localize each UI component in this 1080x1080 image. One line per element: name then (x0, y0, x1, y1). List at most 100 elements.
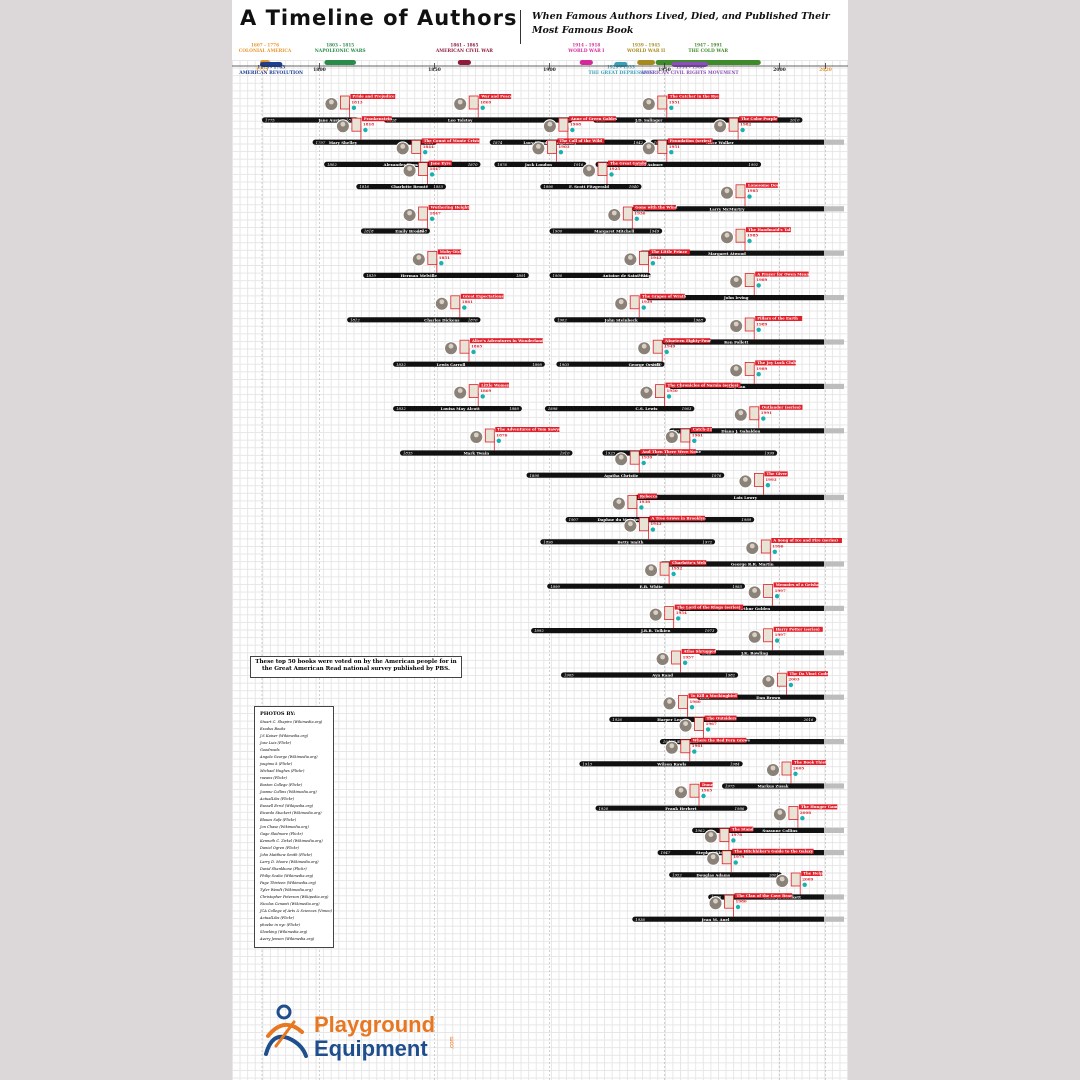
author-entry (540, 160, 647, 190)
died-year: 1942 (633, 140, 643, 145)
book-cover (622, 206, 633, 221)
born-year: 1835 (403, 451, 413, 456)
author-entry (531, 604, 744, 634)
pbs-badge (480, 105, 485, 111)
book-cover (744, 361, 755, 376)
pbs-badge (774, 594, 780, 599)
publication-year: 2009 (802, 876, 813, 881)
era-range: 1947 - 1991 (694, 43, 722, 48)
credits-list: Stuart C. Shapiro (Wikimedia.org) Exodus … (260, 719, 332, 943)
died-year: 1989 (742, 517, 752, 522)
book-title-tag (637, 493, 657, 499)
book-title-tag (729, 826, 754, 832)
credit-item: Ricardo Stuckert (Wikimedia.org) (260, 811, 322, 815)
book-title: Little Women (481, 382, 510, 387)
publication-year: 1876 (496, 432, 507, 437)
pbs-badge (496, 438, 501, 443)
book-title-tag (428, 160, 452, 166)
credit-item: Goodreads (260, 748, 280, 752)
book-title: Anne of Green Gables (570, 116, 617, 121)
author-photo-face (641, 343, 647, 349)
author-name: Alexander Dumas (383, 162, 423, 167)
author-photo-face (473, 432, 479, 438)
author-photo-face (340, 121, 346, 127)
book-title-tag (801, 871, 823, 876)
publication-year: 1978 (731, 832, 742, 837)
lifespan-bar (531, 628, 718, 634)
died-year: 1898 (532, 362, 542, 367)
born-year: 1874 (493, 140, 503, 145)
pbs-badge (756, 283, 761, 288)
book-title-tag (608, 160, 647, 166)
died-year: 1910 (560, 451, 570, 456)
credit-item: Avery Jensen (Wikimedia.org) (260, 937, 315, 941)
author-name: Mark Twain (464, 451, 490, 456)
book-cover (597, 162, 608, 177)
pbs-badge (641, 305, 646, 310)
author-photo-face (644, 388, 649, 393)
credit-item: Michael Hughes (Flickr) (260, 769, 305, 773)
died-year: 1986 (735, 806, 745, 811)
author-entry (400, 427, 573, 456)
lifespan-bar (400, 450, 573, 456)
lifespan-bar (579, 761, 743, 767)
lifespan-bar (363, 272, 529, 278)
died-year: 1855 (433, 184, 443, 189)
pbs-badge (609, 172, 614, 177)
tick-label: 1800 (313, 67, 326, 73)
credit-item: Slowking (Wikimedia.org) (260, 930, 308, 934)
era-range: 1775 - 1783 (257, 65, 285, 70)
born-year: 1802 (327, 162, 337, 167)
book-title-tag (557, 138, 605, 144)
born-year: 1900 (553, 273, 563, 278)
author-photo-face (407, 210, 412, 216)
publication-year: 1869 (480, 99, 491, 104)
died-year: 2010 (789, 118, 800, 123)
pbs-badge (705, 727, 711, 732)
book-cover (744, 317, 755, 332)
author-photo-face (733, 277, 739, 282)
author-photo-face (628, 521, 633, 527)
book-title-tag (746, 182, 778, 188)
logo-word-equipment: Equipment (314, 1036, 428, 1061)
author-photo-face (448, 343, 454, 349)
author-photo-face (669, 432, 675, 438)
lifespan-bar (646, 295, 826, 301)
book-cover (781, 761, 792, 776)
pbs-badge (423, 150, 428, 155)
lifespan-bar (393, 406, 522, 412)
author-name: Lewis Carroll (437, 362, 466, 367)
author-name: Jack London (524, 162, 552, 167)
publication-year: 1939 (641, 455, 652, 460)
publication-year: 1989 (756, 277, 767, 282)
book-title-tag (764, 471, 788, 477)
lifespan-bar (556, 361, 665, 367)
author-entry (632, 182, 844, 212)
living-fade (824, 916, 844, 922)
pbs-badge (740, 127, 745, 133)
author-photo-face (660, 654, 665, 660)
book-title-tag (688, 693, 738, 699)
author-photo-face (749, 543, 755, 549)
born-year: 1816 (359, 184, 369, 189)
book-title: Great Expectations (463, 294, 504, 299)
era-range: 1954 - 1968 (676, 65, 704, 70)
author-photo-face (717, 121, 723, 127)
born-year: 1828 (387, 118, 397, 123)
publication-year: 1869 (480, 388, 491, 393)
book-title-tag (690, 427, 712, 432)
born-year: 1832 (396, 406, 406, 411)
author-name: F. Scott Fitzgerald (569, 184, 609, 189)
author-entry (554, 293, 706, 323)
publication-year: 1980 (736, 899, 747, 904)
credit-item: ActualLibs (Flickr) (260, 916, 294, 920)
author-name: Antoine de Saint-Exupéry (602, 273, 659, 278)
era-name: WORLD WAR II (626, 49, 665, 54)
born-year: 1947 (661, 850, 671, 855)
book-title: Where the Red Fern Grows (692, 738, 750, 743)
born-year: 1896 (543, 539, 553, 544)
author-name: Mary Shelley (329, 140, 358, 145)
author-name: Harper Lee (657, 717, 682, 722)
book-title-tag (739, 116, 778, 122)
book-cover (760, 539, 771, 554)
